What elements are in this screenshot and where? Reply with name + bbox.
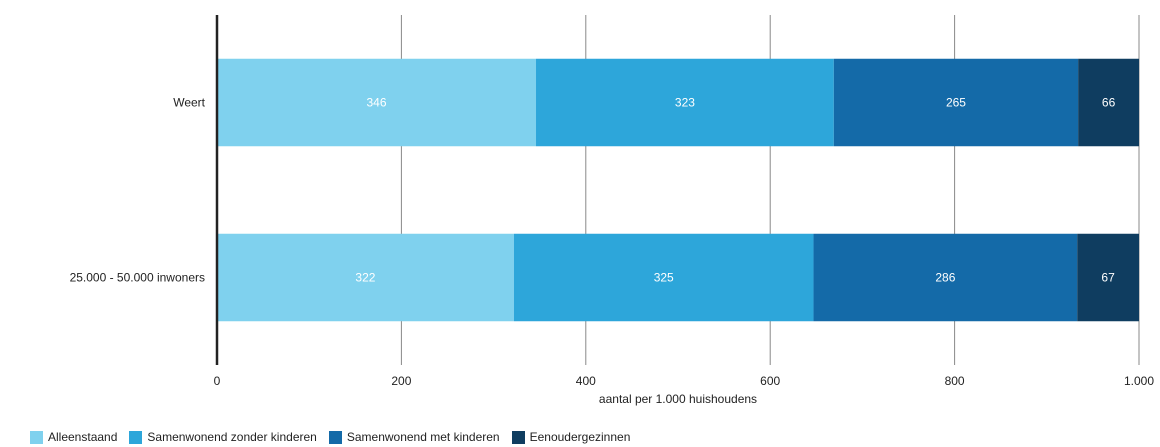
x-axis-title: aantal per 1.000 huishoudens xyxy=(599,392,757,406)
data-label: 67 xyxy=(1101,271,1115,285)
bar-segment xyxy=(833,58,1079,147)
category-label: 25.000 - 50.000 inwoners xyxy=(70,271,205,285)
x-tick-label: 1.000 xyxy=(1124,374,1154,388)
bars: 346 323 265 66 322 325 286 67 xyxy=(217,58,1139,322)
bar-segment xyxy=(1077,233,1139,322)
legend-item: Samenwonend zonder kinderen xyxy=(129,430,317,444)
legend-item: Alleenstaand xyxy=(30,430,117,444)
legend-swatch xyxy=(129,430,143,444)
data-label: 346 xyxy=(366,96,386,110)
legend-item: Samenwonend met kinderen xyxy=(328,430,500,444)
bar-segment xyxy=(217,58,537,147)
legend-label: Samenwonend zonder kinderen xyxy=(147,430,317,444)
legend-label: Eenoudergezinnen xyxy=(529,430,631,444)
x-tick-label: 400 xyxy=(576,374,596,388)
legend-label: Samenwonend met kinderen xyxy=(346,430,500,444)
legend-swatch xyxy=(511,430,525,444)
data-label: 325 xyxy=(654,271,674,285)
x-tick-label: 600 xyxy=(760,374,780,388)
bar-segment xyxy=(536,58,834,147)
bar-segment xyxy=(1078,58,1139,147)
stacked-bar-chart: 346 323 265 66 322 325 286 67 Weert 25.000 - 50.… xyxy=(70,15,1155,406)
bar-segment xyxy=(217,233,514,322)
legend: Alleenstaand Samenwonend zonder kinderen S… xyxy=(30,430,642,444)
bar-segment xyxy=(813,233,1078,322)
data-label: 265 xyxy=(946,96,966,110)
legend-swatch xyxy=(328,430,342,444)
x-tick-label: 0 xyxy=(214,374,221,388)
bar-segment xyxy=(513,233,814,322)
category-label: Weert xyxy=(173,96,205,110)
x-tick-labels: 0 200 400 600 800 1.000 xyxy=(214,374,1155,388)
data-label: 322 xyxy=(355,271,375,285)
legend-swatch xyxy=(30,430,43,444)
data-label: 286 xyxy=(935,271,955,285)
legend-label: Alleenstaand xyxy=(48,430,118,444)
legend-item: Eenoudergezinnen xyxy=(511,430,631,444)
category-labels: Weert 25.000 - 50.000 inwoners xyxy=(70,96,206,285)
x-tick-label: 200 xyxy=(391,374,411,388)
data-label: 66 xyxy=(1102,96,1116,110)
x-tick-label: 800 xyxy=(945,374,965,388)
data-label: 323 xyxy=(675,96,695,110)
